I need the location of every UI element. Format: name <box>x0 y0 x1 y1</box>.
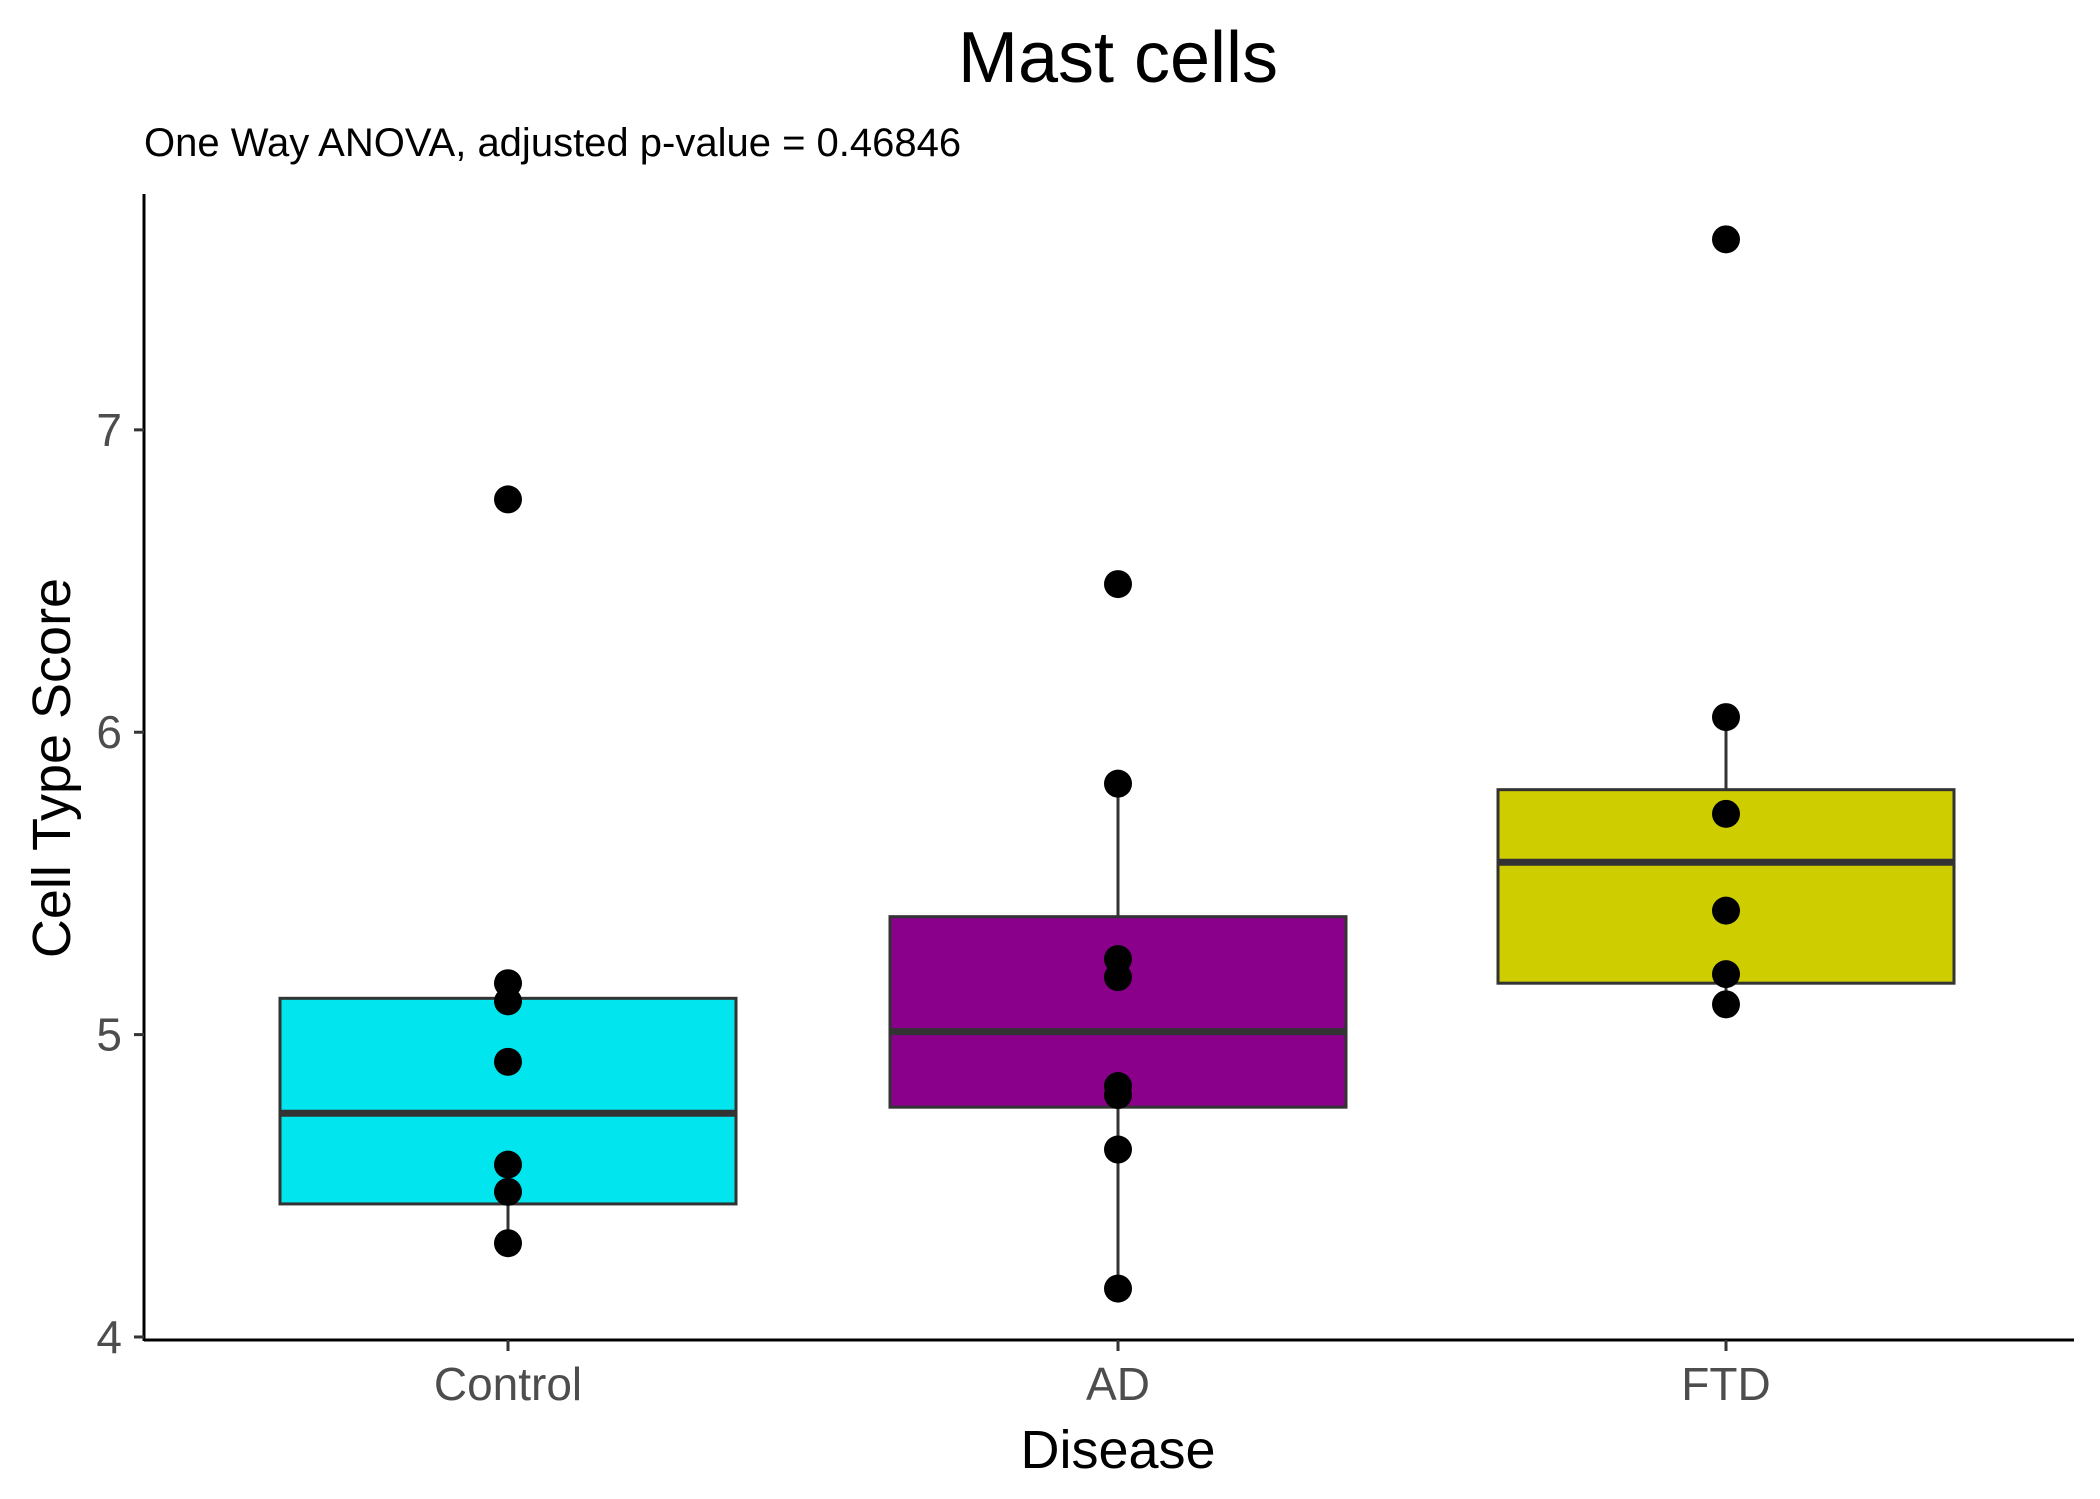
y-axis-title: Cell Type Score <box>22 578 82 958</box>
data-point-control-3 <box>494 1047 522 1076</box>
data-point-ad-6 <box>1104 1135 1132 1164</box>
box-group-control <box>278 485 738 1258</box>
y-tick-label-7: 7 <box>96 404 122 456</box>
data-point-ftd-0 <box>1712 225 1740 254</box>
data-point-ftd-4 <box>1712 960 1740 989</box>
chart-title: Mast cells <box>958 18 1278 98</box>
data-point-ad-7 <box>1104 1274 1132 1303</box>
data-point-control-0 <box>494 485 522 514</box>
data-point-ftd-1 <box>1712 703 1740 732</box>
x-tick-label-ftd: FTD <box>1681 1358 1770 1410</box>
data-point-ftd-3 <box>1712 896 1740 925</box>
data-point-ftd-5 <box>1712 990 1740 1019</box>
x-tick-label-control: Control <box>434 1358 582 1410</box>
x-tick-label-ad: AD <box>1086 1358 1150 1410</box>
y-tick-label-6: 6 <box>96 706 122 758</box>
data-point-ftd-2 <box>1712 799 1740 828</box>
box-group-ad <box>888 570 1348 1303</box>
data-point-ad-3 <box>1104 963 1132 992</box>
data-point-control-6 <box>494 1229 522 1258</box>
x-axis-ticks: Control AD FTD <box>434 1340 1771 1410</box>
data-point-control-2 <box>494 987 522 1016</box>
x-axis-title: Disease <box>1020 1420 1215 1480</box>
y-tick-label-5: 5 <box>96 1009 122 1061</box>
box-group-ftd <box>1496 225 1956 1019</box>
data-point-ad-1 <box>1104 769 1132 798</box>
data-point-control-5 <box>494 1177 522 1206</box>
data-point-ad-0 <box>1104 570 1132 599</box>
plot-area <box>278 225 1956 1303</box>
y-axis-ticks: 4 5 6 7 <box>96 404 144 1363</box>
data-point-control-4 <box>494 1150 522 1179</box>
chart-subtitle: One Way ANOVA, adjusted p-value = 0.4684… <box>144 121 961 165</box>
y-tick-label-4: 4 <box>96 1311 122 1363</box>
data-point-ad-5 <box>1104 1081 1132 1110</box>
